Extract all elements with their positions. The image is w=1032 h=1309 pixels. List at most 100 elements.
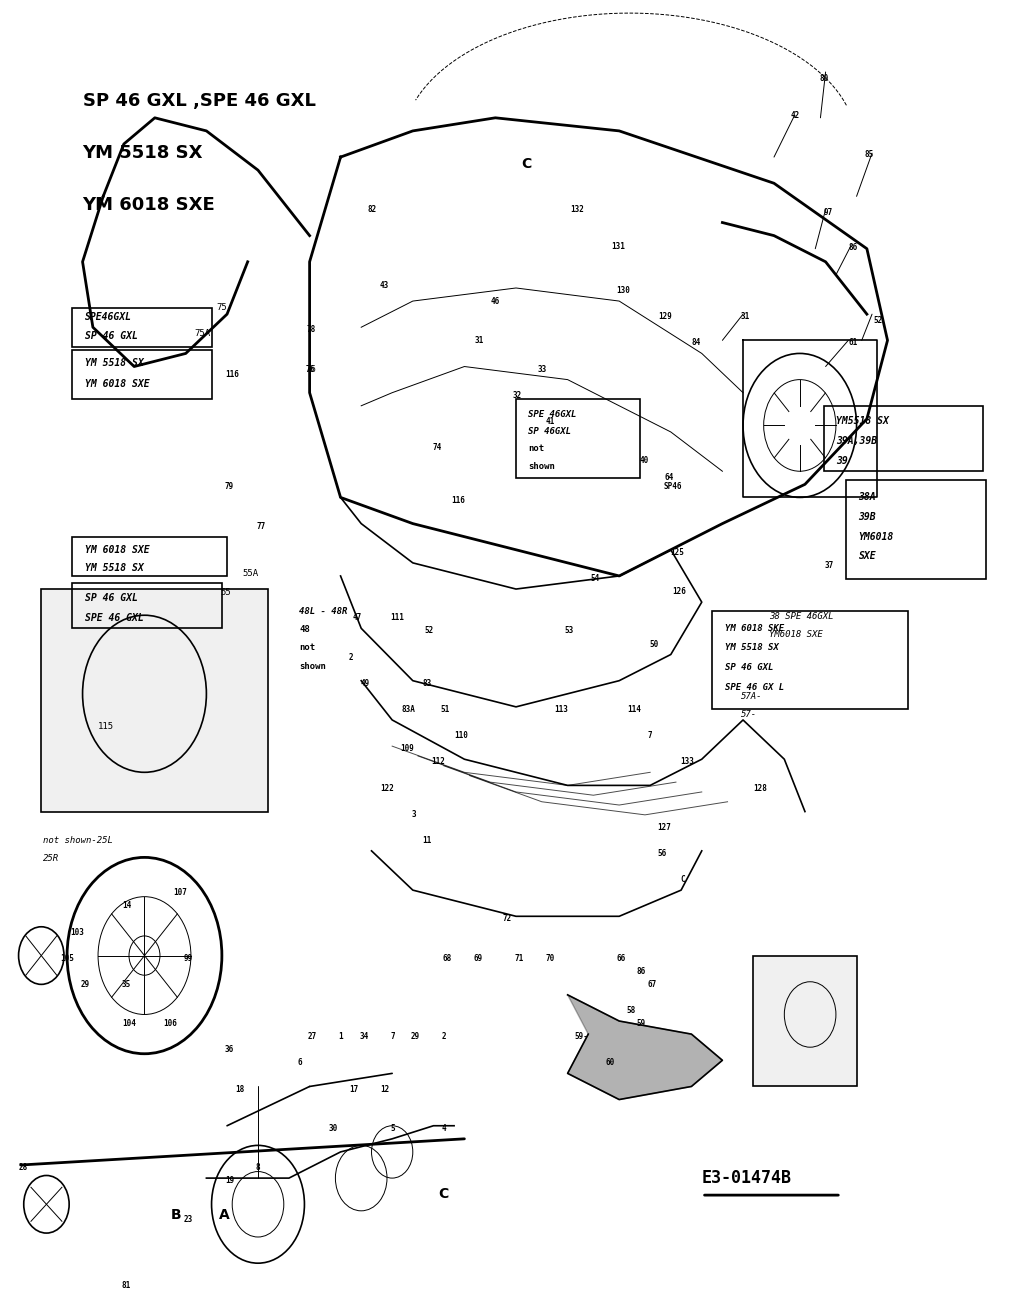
Text: 31: 31 — [475, 336, 484, 344]
Text: SP 46 GXL ,SPE 46 GXL: SP 46 GXL ,SPE 46 GXL — [83, 92, 316, 110]
Text: 4: 4 — [442, 1124, 446, 1132]
Text: not: not — [299, 644, 316, 652]
Bar — [846, 480, 986, 579]
Text: C: C — [680, 876, 684, 884]
Text: 97: 97 — [824, 208, 833, 216]
Text: 18: 18 — [235, 1085, 245, 1093]
Text: 56: 56 — [657, 850, 667, 857]
Text: 77: 77 — [257, 522, 266, 530]
Text: SP 46GXL: SP 46GXL — [528, 428, 572, 436]
Text: SP 46 GXL: SP 46 GXL — [85, 331, 137, 342]
Text: 71: 71 — [515, 954, 524, 962]
Text: 81: 81 — [122, 1282, 131, 1289]
Text: not shown-25L: not shown-25L — [43, 836, 114, 844]
Text: 86: 86 — [848, 243, 858, 251]
Text: 76: 76 — [305, 365, 315, 373]
Text: B: B — [170, 1208, 181, 1221]
Text: 69: 69 — [474, 954, 483, 962]
Text: 2: 2 — [349, 653, 353, 661]
Text: 39B: 39B — [859, 512, 876, 522]
Text: SP46: SP46 — [664, 483, 682, 491]
Text: 74: 74 — [432, 444, 442, 452]
Text: 8: 8 — [256, 1164, 260, 1172]
Text: 28: 28 — [19, 1164, 28, 1172]
Text: 30: 30 — [328, 1124, 337, 1132]
Text: 111: 111 — [390, 614, 404, 622]
Text: not: not — [528, 445, 545, 453]
Text: 110: 110 — [454, 732, 467, 740]
Text: 113: 113 — [554, 706, 568, 713]
Text: 133: 133 — [680, 758, 694, 766]
Bar — [516, 399, 640, 478]
Text: 50: 50 — [649, 640, 658, 648]
Text: 67: 67 — [647, 980, 656, 988]
Text: 55A: 55A — [243, 569, 259, 577]
Text: 86: 86 — [637, 967, 646, 975]
Text: 125: 125 — [670, 548, 683, 556]
Text: SPE 46 GXL: SPE 46 GXL — [85, 613, 143, 623]
Text: 33: 33 — [538, 365, 547, 373]
Text: YM 6018 SKE: YM 6018 SKE — [725, 624, 784, 632]
Text: 51: 51 — [441, 706, 450, 713]
Bar — [72, 350, 212, 399]
Text: 48L - 48R: 48L - 48R — [299, 607, 348, 615]
Bar — [712, 611, 908, 709]
Text: 53: 53 — [565, 627, 574, 635]
Text: 3: 3 — [412, 810, 416, 818]
Text: YM6018 SXE: YM6018 SXE — [769, 631, 823, 639]
Text: 85: 85 — [865, 151, 874, 158]
Text: 61: 61 — [848, 339, 858, 347]
Text: 48: 48 — [299, 626, 310, 634]
Text: 38 SPE 46GXL: 38 SPE 46GXL — [769, 613, 834, 620]
Text: 76: 76 — [305, 365, 316, 373]
Text: 38A: 38A — [859, 492, 876, 503]
Text: 57A-: 57A- — [741, 692, 763, 700]
Text: 82: 82 — [367, 206, 377, 213]
Text: 83: 83 — [422, 679, 431, 687]
Text: 127: 127 — [657, 823, 671, 831]
Text: 2: 2 — [442, 1033, 446, 1041]
Text: 23: 23 — [184, 1216, 193, 1224]
Text: 40: 40 — [640, 457, 649, 465]
Text: 58: 58 — [626, 1007, 636, 1014]
Text: 6: 6 — [297, 1059, 301, 1067]
Text: 17: 17 — [349, 1085, 358, 1093]
Text: 112: 112 — [431, 758, 445, 766]
Text: SP 46 GXL: SP 46 GXL — [85, 593, 137, 603]
Text: 29: 29 — [80, 980, 90, 988]
Text: 106: 106 — [163, 1020, 176, 1028]
Text: 14: 14 — [122, 902, 131, 910]
Text: YM 6018 SXE: YM 6018 SXE — [85, 378, 150, 389]
Text: 34: 34 — [359, 1033, 368, 1041]
Text: 52: 52 — [424, 627, 433, 635]
Text: YM5518 SX: YM5518 SX — [836, 416, 889, 427]
Bar — [72, 308, 212, 347]
Text: 68: 68 — [443, 954, 452, 962]
Text: 19: 19 — [225, 1177, 234, 1185]
Text: 1: 1 — [338, 1033, 343, 1041]
Text: 49: 49 — [360, 679, 369, 687]
Text: 47: 47 — [353, 614, 362, 622]
Text: 116: 116 — [451, 496, 464, 504]
Text: 12: 12 — [380, 1085, 389, 1093]
Text: YM6018: YM6018 — [859, 531, 894, 542]
Text: 126: 126 — [672, 588, 685, 596]
Text: 99: 99 — [184, 954, 193, 962]
Text: C: C — [439, 1187, 449, 1200]
Text: 114: 114 — [627, 706, 641, 713]
Polygon shape — [568, 995, 722, 1100]
Text: YM 5518 SX: YM 5518 SX — [85, 563, 143, 573]
Text: 75A: 75A — [194, 330, 211, 338]
Text: 41: 41 — [546, 418, 555, 425]
Text: E3-01474B: E3-01474B — [702, 1169, 792, 1187]
Text: 78: 78 — [307, 326, 316, 334]
Text: 36: 36 — [225, 1046, 234, 1054]
Text: 35: 35 — [122, 980, 131, 988]
Text: 64: 64 — [665, 474, 674, 482]
Text: 66: 66 — [616, 954, 625, 962]
Text: 54: 54 — [590, 575, 600, 583]
Text: 7: 7 — [647, 732, 651, 740]
Text: 39: 39 — [836, 456, 847, 466]
Text: 79: 79 — [225, 483, 234, 491]
Text: 116: 116 — [225, 370, 238, 378]
